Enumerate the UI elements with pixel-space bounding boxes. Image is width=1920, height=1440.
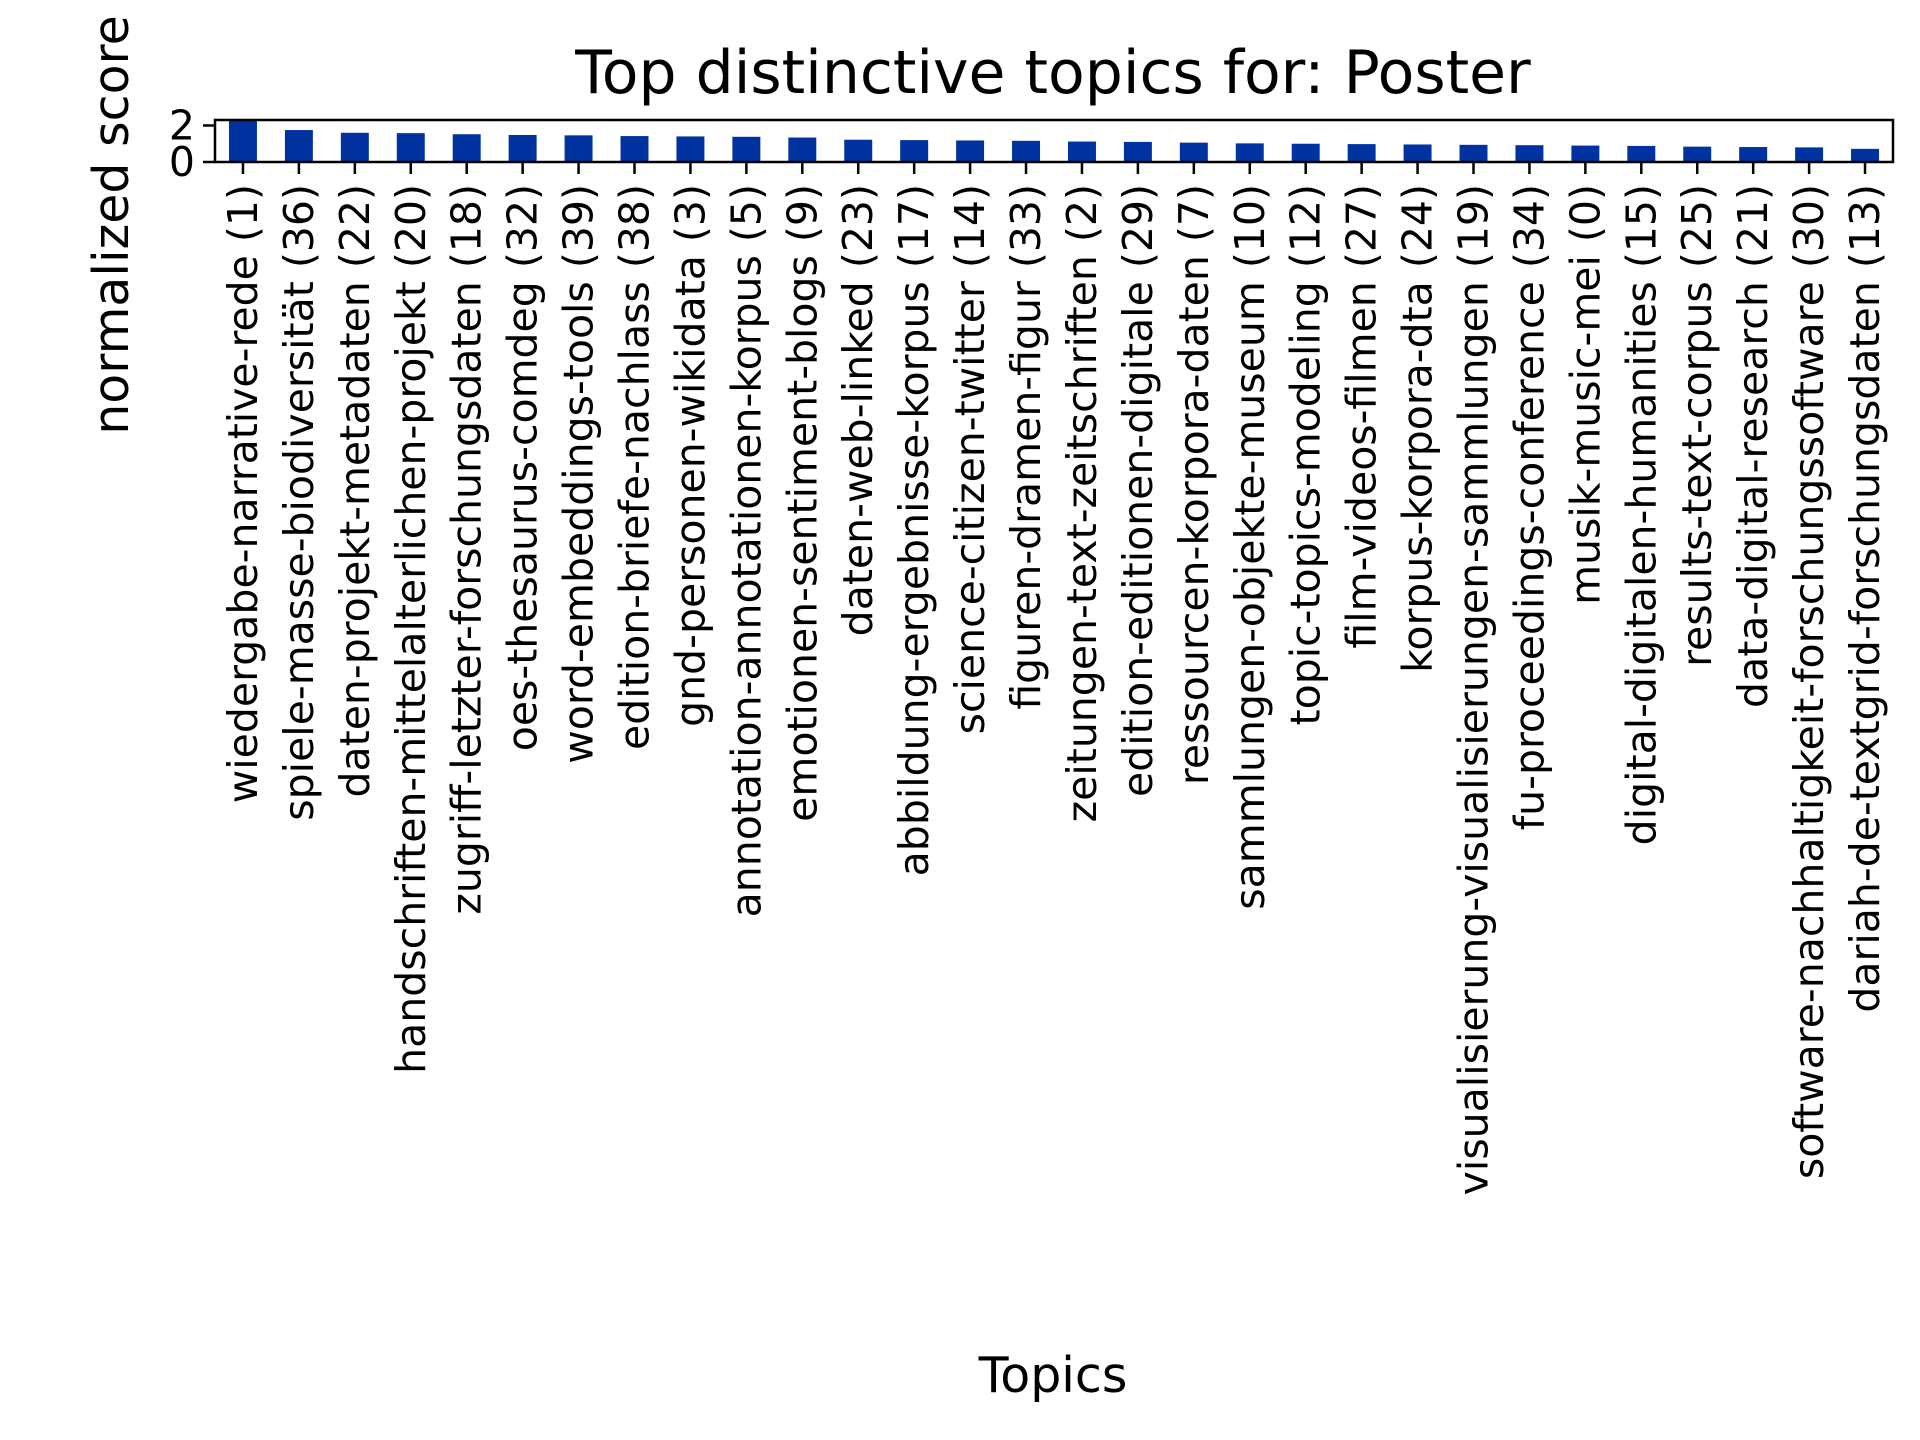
bar (1179, 142, 1208, 162)
x-axis-label: Topics (978, 1347, 1128, 1404)
x-tick-label: software-nachhaltigkeit-forschungssoftwa… (1785, 184, 1833, 1179)
y-tick-label: 0 (169, 138, 195, 186)
bar (508, 134, 537, 162)
bar (1795, 147, 1824, 162)
bar (228, 120, 257, 162)
x-tick-label: dariah-de-textgrid-forschungsdaten (13) (1841, 184, 1889, 1013)
x-tick-label: word-embeddings-tools (39) (555, 184, 603, 764)
bar (396, 133, 425, 162)
x-tick-label: abbildung-ergebnisse-korpus (17) (890, 184, 938, 876)
bar (1571, 145, 1600, 162)
bar (1627, 145, 1656, 162)
bar (676, 136, 705, 162)
bar (1515, 145, 1544, 162)
x-tick-label: visualisierung-visualisierungen-sammlung… (1450, 184, 1498, 1195)
bar (564, 135, 593, 162)
x-tick-label: korpus-korpora-dta (24) (1394, 184, 1442, 673)
x-tick-label: data-digital-research (21) (1729, 184, 1777, 708)
bar (1739, 147, 1768, 162)
bar (340, 132, 369, 162)
x-tick-label: daten-web-linked (23) (834, 184, 882, 636)
x-tick-label: musik-music-mei (0) (1561, 184, 1609, 605)
x-tick-label: spiele-masse-biodiversität (36) (275, 184, 323, 821)
bar (1347, 144, 1376, 162)
bar (900, 140, 929, 162)
bar (732, 136, 761, 162)
x-tick-label: sammlungen-objekte-museum (10) (1226, 184, 1274, 910)
x-tick-label: gnd-personen-wikidata (3) (666, 184, 714, 727)
bar (1403, 144, 1432, 162)
x-tick-label: zugriff-letzter-forschungsdaten (18) (443, 184, 491, 915)
x-tick-label: film-videos-filmen (27) (1338, 184, 1386, 649)
x-tick-label: oes-thesaurus-comdeg (32) (499, 184, 547, 751)
bar (1235, 143, 1264, 162)
x-tick-label: fu-proceedings-conference (34) (1505, 184, 1553, 830)
y-axis-label: normalized score (83, 15, 140, 435)
bar (788, 137, 817, 162)
x-tick-label: results-text-corpus (25) (1673, 184, 1721, 667)
x-tick-label: ressourcen-korpora-daten (7) (1170, 184, 1218, 785)
x-tick-label: zeitungen-text-zeitschriften (2) (1058, 184, 1106, 822)
x-tick-label: topic-topics-modeling (12) (1282, 184, 1330, 725)
bar (1459, 144, 1488, 162)
bar (1851, 148, 1880, 162)
x-axis: wiedergabe-narrative-rede (1) spiele-mass… (219, 162, 1889, 1195)
bar (1012, 140, 1041, 162)
bar (284, 130, 313, 162)
bar (844, 139, 873, 162)
bar (1067, 141, 1096, 162)
x-tick-label: annotation-annotationen-korpus (5) (722, 184, 770, 917)
x-tick-label: handschriften-mittelalterlichen-projekt … (387, 184, 435, 1074)
y-axis: 02 (169, 101, 215, 186)
bar (620, 136, 649, 162)
x-tick-label: edition-editionen-digitale (29) (1114, 184, 1162, 797)
x-tick-label: digital-digitalen-humanities (15) (1617, 184, 1665, 845)
bar (1123, 141, 1152, 162)
bar (1683, 146, 1712, 162)
x-tick-label: edition-briefe-nachlass (38) (611, 184, 659, 750)
x-tick-label: daten-projekt-metadaten (22) (331, 184, 379, 798)
x-tick-label: emotionen-sentiment-blogs (9) (778, 184, 826, 822)
bar (956, 140, 985, 162)
x-tick-label: figuren-dramen-figur (33) (1002, 184, 1050, 710)
bar (1291, 143, 1320, 162)
x-tick-label: wiedergabe-narrative-rede (1) (219, 184, 267, 803)
x-tick-label: science-citizen-twitter (14) (946, 184, 994, 734)
y-tick-label: 2 (169, 101, 195, 149)
plot-area (228, 120, 1880, 162)
bar (452, 134, 481, 162)
plot-frame (213, 118, 1895, 164)
chart-title: Top distinctive topics for: Poster (574, 38, 1531, 108)
